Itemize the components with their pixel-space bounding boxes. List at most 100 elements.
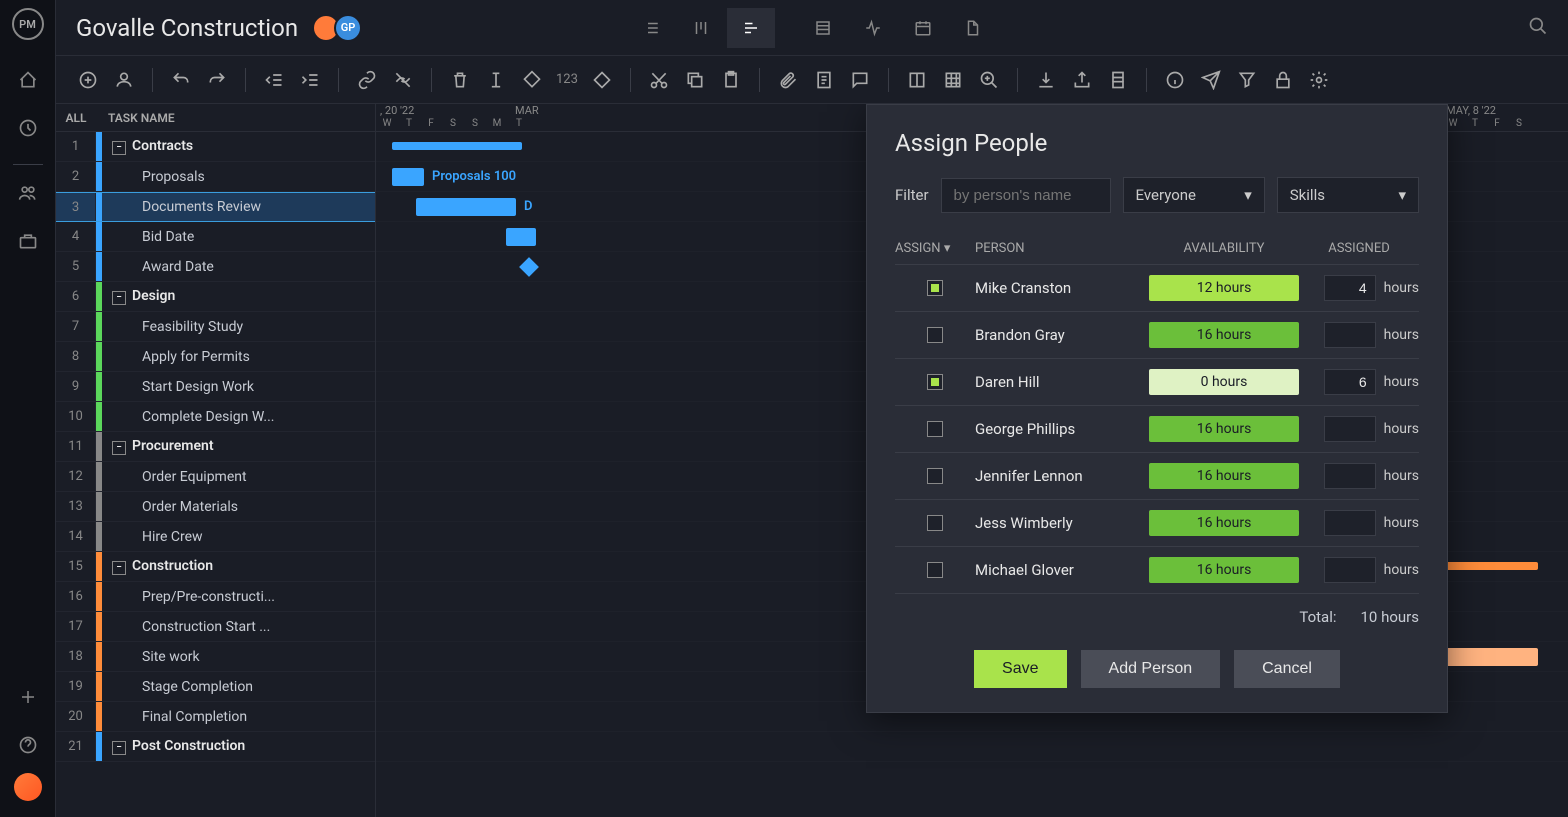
share-icon[interactable] (1066, 64, 1098, 96)
outdent-icon[interactable] (258, 64, 290, 96)
col-all[interactable]: ALL (56, 111, 96, 125)
print-icon[interactable] (1102, 64, 1134, 96)
task-row[interactable]: 9Start Design Work (56, 372, 375, 402)
briefcase-icon[interactable] (8, 221, 48, 261)
task-row[interactable]: 21−Post Construction (56, 732, 375, 762)
user-avatar[interactable] (14, 773, 42, 801)
redo-icon[interactable] (201, 64, 233, 96)
task-row[interactable]: 17Construction Start ... (56, 612, 375, 642)
comment-icon[interactable] (844, 64, 876, 96)
view-gantt-icon[interactable] (727, 8, 775, 48)
view-list-icon[interactable] (627, 8, 675, 48)
info-icon[interactable] (1159, 64, 1191, 96)
assign-checkbox[interactable] (927, 374, 943, 390)
task-row[interactable]: 7Feasibility Study (56, 312, 375, 342)
th-assign[interactable]: ASSIGN ▾ (895, 241, 975, 256)
hours-input[interactable] (1324, 463, 1376, 489)
diamond-icon[interactable] (586, 64, 618, 96)
scope-select[interactable]: Everyone▾ (1123, 177, 1265, 213)
columns-icon[interactable] (901, 64, 933, 96)
task-row[interactable]: 8Apply for Permits (56, 342, 375, 372)
availability-badge: 0 hours (1149, 369, 1299, 395)
task-row[interactable]: 20Final Completion (56, 702, 375, 732)
collapse-icon[interactable]: − (112, 441, 126, 455)
filter-input[interactable] (941, 178, 1111, 213)
people-icon[interactable] (8, 173, 48, 213)
task-row[interactable]: 18Site work (56, 642, 375, 672)
clock-icon[interactable] (8, 108, 48, 148)
task-row[interactable]: 10Complete Design W... (56, 402, 375, 432)
collapse-icon[interactable]: − (112, 291, 126, 305)
collapse-icon[interactable]: − (112, 561, 126, 575)
send-icon[interactable] (1195, 64, 1227, 96)
task-row[interactable]: 19Stage Completion (56, 672, 375, 702)
note-icon[interactable] (808, 64, 840, 96)
export-icon[interactable] (1030, 64, 1062, 96)
help-icon[interactable] (8, 725, 48, 765)
task-row[interactable]: 1−Contracts (56, 132, 375, 162)
add-task-icon[interactable] (72, 64, 104, 96)
assign-checkbox[interactable] (927, 468, 943, 484)
hours-input[interactable] (1324, 510, 1376, 536)
assign-checkbox[interactable] (927, 327, 943, 343)
avatar-group[interactable]: GP (318, 14, 362, 42)
hours-input[interactable] (1324, 369, 1376, 395)
view-file-icon[interactable] (949, 8, 997, 48)
task-row[interactable]: 14Hire Crew (56, 522, 375, 552)
hours-input[interactable] (1324, 275, 1376, 301)
collapse-icon[interactable]: − (112, 741, 126, 755)
task-row[interactable]: 6−Design (56, 282, 375, 312)
assign-checkbox[interactable] (927, 421, 943, 437)
unlink-icon[interactable] (387, 64, 419, 96)
avatar-2[interactable]: GP (334, 14, 362, 42)
task-row[interactable]: 11−Procurement (56, 432, 375, 462)
tag-icon[interactable] (516, 64, 548, 96)
cancel-button[interactable]: Cancel (1234, 650, 1340, 688)
link-icon[interactable] (351, 64, 383, 96)
task-row[interactable]: 5Award Date (56, 252, 375, 282)
task-row[interactable]: 4Bid Date (56, 222, 375, 252)
attach-icon[interactable] (772, 64, 804, 96)
indent-icon[interactable] (294, 64, 326, 96)
hours-input[interactable] (1324, 322, 1376, 348)
search-icon[interactable] (1528, 16, 1548, 40)
home-icon[interactable] (8, 60, 48, 100)
undo-icon[interactable] (165, 64, 197, 96)
view-calendar-icon[interactable] (899, 8, 947, 48)
assign-icon[interactable] (108, 64, 140, 96)
cut-icon[interactable] (643, 64, 675, 96)
person-name: Jess Wimberly (975, 514, 1149, 532)
availability-badge: 16 hours (1149, 557, 1299, 583)
settings-icon[interactable] (1303, 64, 1335, 96)
add-person-button[interactable]: Add Person (1081, 650, 1221, 688)
task-row[interactable]: 2Proposals (56, 162, 375, 192)
text-style-icon[interactable] (480, 64, 512, 96)
hours-input[interactable] (1324, 416, 1376, 442)
row-number: 17 (56, 612, 96, 641)
task-row[interactable]: 12Order Equipment (56, 462, 375, 492)
hours-input[interactable] (1324, 557, 1376, 583)
zoom-icon[interactable] (973, 64, 1005, 96)
assign-checkbox[interactable] (927, 280, 943, 296)
grid-icon[interactable] (937, 64, 969, 96)
assign-checkbox[interactable] (927, 515, 943, 531)
modal-title: Assign People (895, 129, 1419, 157)
lock-icon[interactable] (1267, 64, 1299, 96)
skills-select[interactable]: Skills▾ (1277, 177, 1419, 213)
view-activity-icon[interactable] (849, 8, 897, 48)
task-row[interactable]: 15−Construction (56, 552, 375, 582)
assign-checkbox[interactable] (927, 562, 943, 578)
pm-logo[interactable]: PM (12, 8, 44, 40)
delete-icon[interactable] (444, 64, 476, 96)
task-row[interactable]: 13Order Materials (56, 492, 375, 522)
collapse-icon[interactable]: − (112, 141, 126, 155)
view-board-icon[interactable] (677, 8, 725, 48)
save-button[interactable]: Save (974, 650, 1066, 688)
task-row[interactable]: 3Documents Review (56, 192, 375, 222)
copy-icon[interactable] (679, 64, 711, 96)
view-sheet-icon[interactable] (799, 8, 847, 48)
paste-icon[interactable] (715, 64, 747, 96)
add-icon[interactable] (8, 677, 48, 717)
task-row[interactable]: 16Prep/Pre-constructi... (56, 582, 375, 612)
filter-icon[interactable] (1231, 64, 1263, 96)
